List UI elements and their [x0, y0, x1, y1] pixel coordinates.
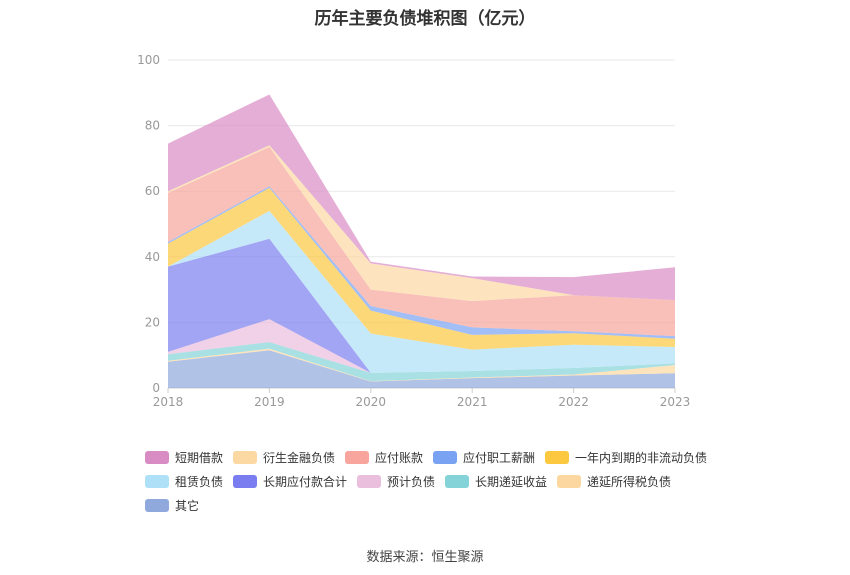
chart-title: 历年主要负债堆积图（亿元）: [314, 9, 536, 29]
x-tick-label: 2022: [558, 395, 589, 409]
legend-swatch: [433, 451, 457, 464]
x-tick-label: 2020: [356, 395, 387, 409]
area-series: [168, 210, 675, 373]
legend-item[interactable]: 应付账款: [345, 449, 423, 466]
legend-item[interactable]: 租赁负债: [145, 473, 223, 490]
legend-swatch: [445, 475, 469, 488]
legend-label: 衍生金融负债: [263, 451, 336, 465]
y-tick-label: 40: [145, 250, 160, 264]
area-series: [168, 342, 675, 382]
legend-item[interactable]: 递延所得税负债: [557, 473, 671, 490]
legend-swatch: [145, 451, 169, 464]
legend-item[interactable]: 短期借款: [145, 449, 223, 466]
x-tick-label: 2019: [254, 395, 285, 409]
legend-item[interactable]: 应付职工薪酬: [433, 449, 535, 466]
legend-swatch: [357, 475, 381, 488]
x-tick-label: 2023: [660, 395, 691, 409]
legend-label: 应付账款: [375, 451, 424, 465]
legend-item[interactable]: 长期应付款合计: [233, 473, 347, 490]
legend-swatch: [145, 475, 169, 488]
legend-label: 其它: [175, 499, 200, 513]
data-source: 数据来源：恒生聚源: [366, 550, 484, 565]
legend-label: 短期借款: [175, 451, 224, 465]
area-series: [168, 146, 675, 337]
area-series: [168, 94, 675, 301]
legend-label: 长期应付款合计: [263, 475, 348, 489]
y-tick-label: 20: [145, 315, 160, 329]
legend-label: 长期递延收益: [475, 475, 548, 489]
legend-swatch: [557, 475, 581, 488]
legend-item[interactable]: 一年内到期的非流动负债: [545, 449, 707, 466]
legend-item[interactable]: 长期递延收益: [445, 473, 547, 490]
legend-swatch: [233, 451, 257, 464]
x-tick-label: 2018: [153, 395, 184, 409]
legend-item[interactable]: 其它: [145, 497, 199, 514]
area-series: [168, 238, 675, 373]
y-tick-label: 80: [145, 119, 160, 133]
legend-item[interactable]: 衍生金融负债: [233, 449, 335, 466]
x-tick-label: 2021: [457, 395, 488, 409]
y-tick-label: 0: [152, 381, 160, 395]
legend-label: 递延所得税负债: [587, 475, 672, 489]
legend-swatch: [345, 451, 369, 464]
legend-swatch: [145, 499, 169, 512]
legend-item[interactable]: 预计负债: [357, 473, 435, 490]
legend-swatch: [233, 475, 257, 488]
legend-label: 一年内到期的非流动负债: [575, 451, 708, 465]
legend-label: 租赁负债: [175, 475, 224, 489]
y-tick-label: 60: [145, 184, 160, 198]
legend-swatch: [545, 451, 569, 464]
area-series: [168, 187, 675, 350]
legend-label: 应付职工薪酬: [463, 451, 536, 465]
area-series: [168, 350, 675, 388]
area-series: [168, 348, 675, 382]
y-tick-label: 100: [137, 53, 160, 67]
legend-label: 预计负债: [387, 475, 436, 489]
